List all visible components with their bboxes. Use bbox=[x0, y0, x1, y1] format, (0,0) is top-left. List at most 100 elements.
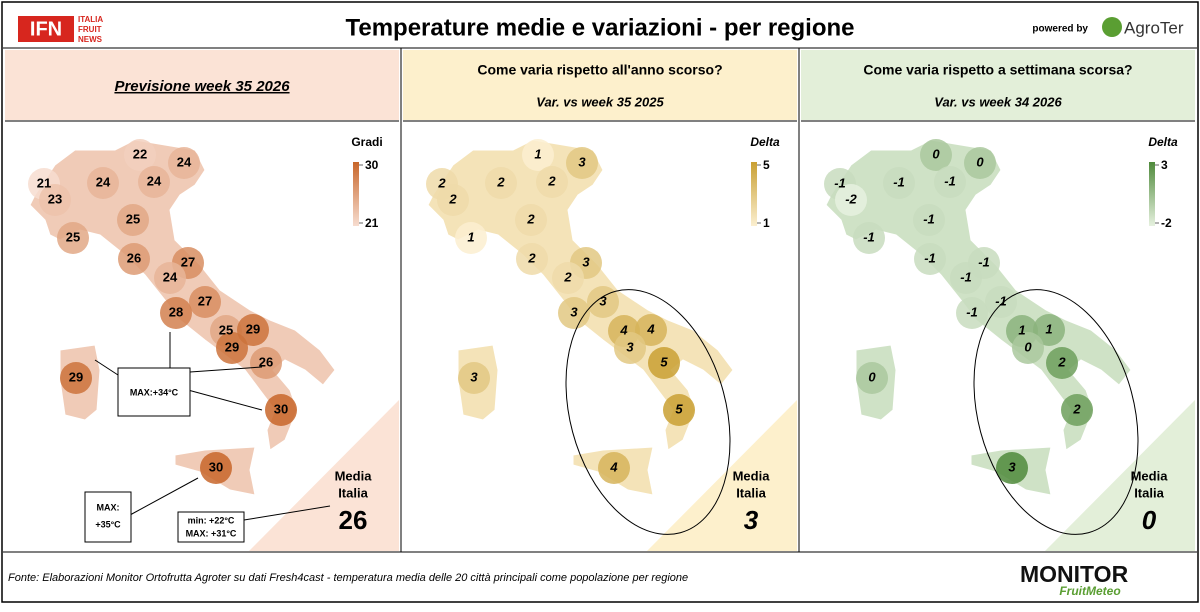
region bbox=[566, 147, 598, 179]
region bbox=[216, 332, 248, 364]
region-value: 1 bbox=[1018, 322, 1025, 337]
avg-label: Italia bbox=[1134, 485, 1164, 500]
region-value: 0 bbox=[976, 154, 984, 169]
region bbox=[138, 166, 170, 198]
avg-label: Italia bbox=[736, 485, 766, 500]
avg-label: Media bbox=[1131, 468, 1169, 483]
region-value: -1 bbox=[924, 250, 936, 265]
region-value: -1 bbox=[834, 175, 846, 190]
region bbox=[1033, 314, 1065, 346]
region bbox=[160, 297, 192, 329]
region bbox=[614, 332, 646, 364]
region-value: -1 bbox=[978, 254, 990, 269]
legend-bar bbox=[1149, 162, 1155, 226]
region bbox=[934, 166, 966, 198]
corner-triangle bbox=[647, 400, 797, 551]
panel-header bbox=[5, 50, 399, 120]
region bbox=[1046, 347, 1078, 379]
region-value: 29 bbox=[246, 321, 260, 336]
region-value: 2 bbox=[448, 191, 457, 206]
region-value: 27 bbox=[198, 293, 212, 308]
annotation: min: +22°C bbox=[188, 515, 235, 525]
source: Fonte: Elaborazioni Monitor Ortofrutta A… bbox=[8, 572, 688, 584]
region bbox=[587, 286, 619, 318]
highlight bbox=[565, 289, 731, 535]
arrow bbox=[187, 389, 263, 411]
region-value: 2 bbox=[1057, 354, 1066, 369]
region-value: 4 bbox=[646, 321, 655, 336]
region bbox=[985, 286, 1017, 318]
region bbox=[250, 347, 282, 379]
region-value: 30 bbox=[274, 401, 288, 416]
region-value: 1 bbox=[467, 229, 474, 244]
region bbox=[853, 222, 885, 254]
region bbox=[124, 139, 156, 171]
region-value: 24 bbox=[147, 173, 162, 188]
region-value: 3 bbox=[470, 369, 478, 384]
region bbox=[118, 243, 150, 275]
region bbox=[265, 394, 297, 426]
avg-value: 3 bbox=[744, 505, 759, 535]
region bbox=[835, 184, 867, 216]
region bbox=[516, 243, 548, 275]
logo-line: FRUIT bbox=[78, 25, 102, 34]
region-value: 25 bbox=[66, 229, 80, 244]
region-value: 24 bbox=[163, 269, 178, 284]
region-value: 3 bbox=[578, 154, 586, 169]
region-value: 28 bbox=[169, 304, 183, 319]
region-value: 3 bbox=[582, 254, 590, 269]
region bbox=[437, 184, 469, 216]
panel-heading: Previsione week 35 2026 bbox=[114, 78, 290, 95]
region bbox=[552, 262, 584, 294]
region-value: 24 bbox=[177, 154, 192, 169]
legend-min: 21 bbox=[365, 216, 379, 230]
region-value: 1 bbox=[1045, 321, 1052, 336]
region bbox=[1012, 332, 1044, 364]
region-value: 2 bbox=[563, 269, 572, 284]
panel-header bbox=[403, 50, 797, 120]
region bbox=[458, 362, 490, 394]
region bbox=[964, 147, 996, 179]
region bbox=[598, 452, 630, 484]
region bbox=[522, 139, 554, 171]
region bbox=[536, 166, 568, 198]
region bbox=[996, 452, 1028, 484]
corner-triangle bbox=[1045, 400, 1195, 551]
region-value: 25 bbox=[126, 211, 140, 226]
avg-value: 0 bbox=[1142, 505, 1157, 535]
region-value: 5 bbox=[660, 354, 668, 369]
annotation: +35°C bbox=[95, 519, 121, 529]
title: Temperature medie e variazioni - per reg… bbox=[345, 14, 854, 41]
region bbox=[956, 297, 988, 329]
region bbox=[558, 297, 590, 329]
region-value: -1 bbox=[893, 174, 905, 189]
brand-icon bbox=[1102, 17, 1122, 37]
region bbox=[485, 167, 517, 199]
region-value: -1 bbox=[863, 229, 875, 244]
region-value: 2 bbox=[496, 174, 505, 189]
region bbox=[60, 362, 92, 394]
region-value: -1 bbox=[923, 211, 935, 226]
region-value: -1 bbox=[960, 269, 972, 284]
annotation-box bbox=[177, 511, 245, 543]
region-value: 2 bbox=[526, 211, 535, 226]
region-value: 29 bbox=[69, 369, 83, 384]
legend-max: 30 bbox=[365, 158, 379, 172]
annotation: MAX:+34°C bbox=[130, 387, 179, 397]
region-value: 3 bbox=[626, 339, 634, 354]
region-value: 22 bbox=[133, 146, 147, 161]
region-value: -1 bbox=[944, 173, 956, 188]
region bbox=[189, 286, 221, 318]
avg-label: Italia bbox=[338, 485, 368, 500]
region-value: 0 bbox=[932, 146, 940, 161]
region-value: 2 bbox=[547, 173, 556, 188]
region bbox=[117, 204, 149, 236]
region bbox=[920, 139, 952, 171]
panel-heading: Come varia rispetto all'anno scorso? bbox=[477, 62, 722, 78]
annotation: MAX: bbox=[97, 502, 120, 512]
region bbox=[154, 262, 186, 294]
region bbox=[515, 204, 547, 236]
logo-box bbox=[18, 16, 74, 42]
